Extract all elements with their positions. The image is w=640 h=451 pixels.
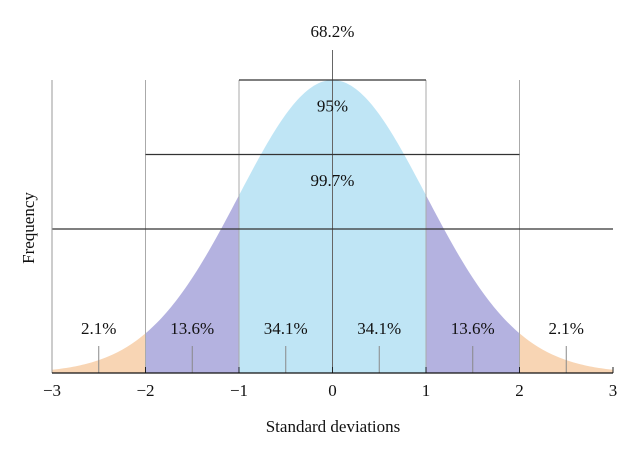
region (426, 195, 520, 373)
x-tick-label: −3 (43, 381, 61, 400)
region-label: 13.6% (170, 319, 214, 338)
region (239, 80, 333, 373)
region-label: 34.1% (357, 319, 401, 338)
x-tick-label: 3 (609, 381, 618, 400)
interval-label: 95% (317, 96, 348, 115)
y-axis-label: Frequency (19, 192, 38, 264)
region (332, 80, 426, 373)
region-label: 13.6% (451, 319, 495, 338)
region-label: 34.1% (264, 319, 308, 338)
x-tick-label: 0 (328, 381, 337, 400)
region (145, 195, 239, 373)
region-label: 2.1% (549, 319, 584, 338)
region-label: 2.1% (81, 319, 116, 338)
interval-label: 68.2% (311, 22, 355, 41)
x-tick-label: 1 (422, 381, 431, 400)
x-tick-label: −1 (230, 381, 248, 400)
x-axis-label: Standard deviations (266, 417, 401, 436)
x-tick-label: 2 (515, 381, 524, 400)
region (519, 333, 613, 373)
interval-label: 99.7% (311, 171, 355, 190)
x-tick-label: −2 (136, 381, 154, 400)
region (52, 333, 146, 373)
